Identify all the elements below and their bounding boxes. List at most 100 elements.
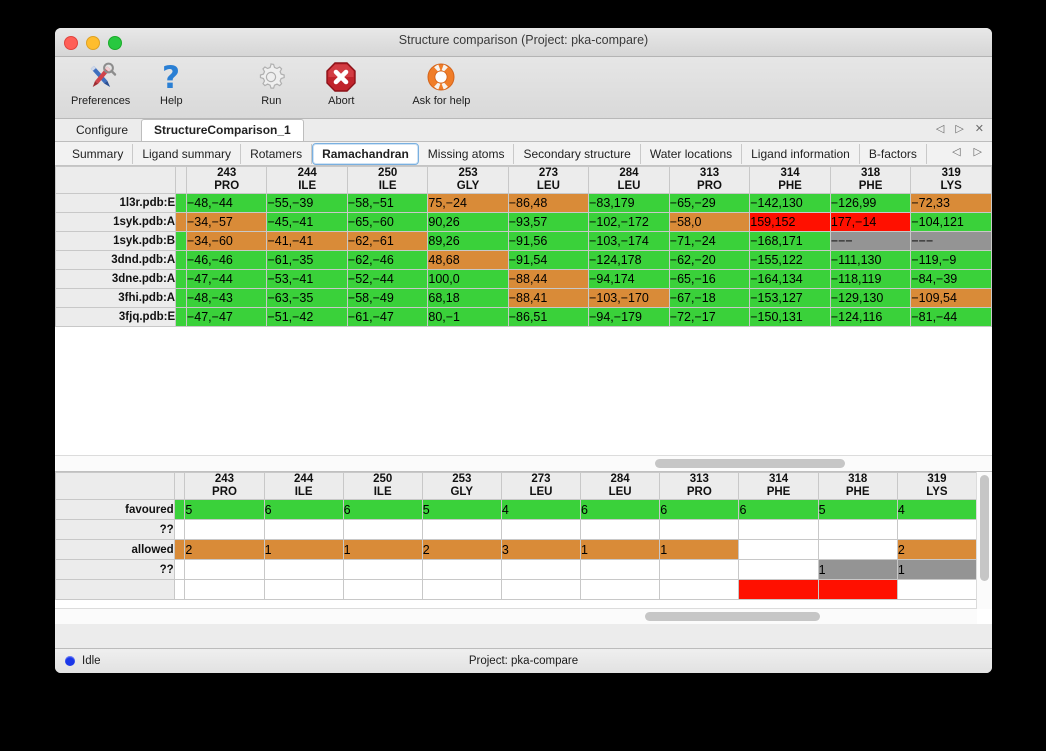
data-cell[interactable]: −61,−35	[266, 250, 348, 270]
data-cell[interactable]: −126,99	[829, 193, 912, 213]
data-cell[interactable]	[263, 519, 344, 540]
data-cell[interactable]: −47,−47	[185, 307, 268, 327]
column-header-318[interactable]: 318 PHE	[829, 166, 912, 194]
data-cell[interactable]	[184, 579, 265, 600]
data-cell[interactable]	[817, 539, 898, 560]
data-cell[interactable]	[659, 519, 740, 540]
data-cell[interactable]	[263, 579, 344, 600]
summary-table-row[interactable]: ??	[55, 519, 977, 540]
column-header-243[interactable]: 243 PRO	[185, 166, 268, 194]
data-cell[interactable]: 1	[659, 539, 740, 560]
data-cell[interactable]	[342, 559, 423, 580]
minimize-window-button[interactable]	[86, 36, 100, 50]
data-cell[interactable]	[421, 579, 502, 600]
data-cell[interactable]	[659, 559, 740, 580]
data-cell[interactable]: −119,−9	[910, 250, 992, 270]
data-cell[interactable]: −118,119	[829, 269, 912, 289]
data-cell[interactable]: 4	[500, 499, 582, 520]
data-cell[interactable]	[500, 559, 582, 580]
data-cell[interactable]: −55,−39	[266, 193, 348, 213]
column-header-284[interactable]: 284 LEU	[588, 166, 670, 194]
data-cell[interactable]: −71,−24	[668, 231, 751, 251]
summary-table-row[interactable]	[55, 579, 977, 600]
column-header-253[interactable]: 253 GLY	[421, 472, 502, 500]
data-cell[interactable]	[184, 519, 265, 540]
structure-hscrollbar[interactable]	[55, 455, 992, 471]
data-cell[interactable]: −124,116	[829, 307, 912, 327]
tab-configure[interactable]: Configure	[76, 123, 129, 137]
ask-for-help-button[interactable]: Ask for help	[406, 57, 476, 107]
data-cell[interactable]: 75,−24	[427, 193, 509, 213]
data-cell[interactable]: −−−	[910, 231, 992, 251]
data-cell[interactable]: 5	[184, 499, 265, 520]
abort-button[interactable]: Abort	[306, 57, 376, 107]
data-cell[interactable]: 100,0	[427, 269, 509, 289]
data-cell[interactable]	[738, 579, 819, 600]
data-cell[interactable]: 1	[817, 559, 898, 580]
data-cell[interactable]: −153,127	[749, 288, 831, 308]
data-cell[interactable]	[896, 519, 977, 540]
column-header-250[interactable]: 250 ILE	[346, 166, 429, 194]
data-cell[interactable]: −62,−20	[668, 250, 751, 270]
data-cell[interactable]: −93,57	[507, 212, 590, 232]
data-cell[interactable]: 3	[500, 539, 582, 560]
data-cell[interactable]: −86,48	[507, 193, 590, 213]
data-cell[interactable]: −62,−61	[346, 231, 429, 251]
data-cell[interactable]: −34,−57	[185, 212, 268, 232]
data-cell[interactable]	[421, 519, 502, 540]
data-cell[interactable]: −65,−60	[346, 212, 429, 232]
data-cell[interactable]: −83,179	[588, 193, 670, 213]
tab-water-locations[interactable]: Water locations	[641, 143, 743, 164]
data-cell[interactable]: −45,−41	[266, 212, 348, 232]
data-cell[interactable]: 6	[263, 499, 344, 520]
structure-table-row[interactable]: 3fjq.pdb:E −47,−47 −51,−42 −61,−47 80,−1 −86,…	[55, 307, 992, 327]
structure-table-viewport[interactable]: 243 PRO 244 ILE 250 ILE 253 GLY 273 LEU 284 LEU 313 P…	[55, 166, 992, 471]
tab-ramachandran[interactable]: Ramachandran	[312, 142, 419, 165]
column-header-250[interactable]: 250 ILE	[342, 472, 423, 500]
prev-inner-tab-arrow-icon[interactable]: ◁	[952, 146, 961, 158]
prev-tab-arrow-icon[interactable]: ◁	[935, 123, 945, 135]
column-header-273[interactable]: 273 LEU	[500, 472, 582, 500]
data-cell[interactable]: −124,178	[588, 250, 670, 270]
data-cell[interactable]	[659, 579, 740, 600]
preferences-button[interactable]: Preferences	[65, 57, 136, 107]
column-header-253[interactable]: 253 GLY	[427, 166, 509, 194]
data-cell[interactable]: −164,134	[749, 269, 831, 289]
close-tab-icon[interactable]: ✕	[974, 123, 984, 135]
data-cell[interactable]: −63,−35	[266, 288, 348, 308]
data-cell[interactable]: −48,−44	[185, 193, 268, 213]
close-window-button[interactable]	[64, 36, 78, 50]
data-cell[interactable]: 177,−14	[829, 212, 912, 232]
summary-vscroll-thumb[interactable]	[980, 475, 989, 581]
data-cell[interactable]: 6	[580, 499, 661, 520]
data-cell[interactable]	[184, 559, 265, 580]
data-cell[interactable]: 90,26	[427, 212, 509, 232]
data-cell[interactable]: 6	[659, 499, 740, 520]
run-button[interactable]: Run	[236, 57, 306, 107]
data-cell[interactable]: −91,54	[507, 250, 590, 270]
data-cell[interactable]: −51,−42	[266, 307, 348, 327]
data-cell[interactable]: 2	[184, 539, 265, 560]
tab-missing-atoms[interactable]: Missing atoms	[419, 143, 515, 164]
column-header-319[interactable]: 319 LYS	[896, 472, 977, 500]
structure-table-row[interactable]: 1syk.pdb:A −34,−57 −45,−41 −65,−60 90,26 −93,…	[55, 212, 992, 232]
data-cell[interactable]: 2	[421, 539, 502, 560]
structure-table-row[interactable]: 3fhi.pdb:A −48,−43 −63,−35 −58,−49 68,18 −88,…	[55, 288, 992, 308]
structure-hscroll-thumb[interactable]	[655, 459, 845, 468]
data-cell[interactable]: −62,−46	[346, 250, 429, 270]
data-cell[interactable]: 1	[342, 539, 423, 560]
data-cell[interactable]: 80,−1	[427, 307, 509, 327]
data-cell[interactable]	[500, 519, 582, 540]
data-cell[interactable]: −88,44	[507, 269, 590, 289]
data-cell[interactable]: −46,−46	[185, 250, 268, 270]
data-cell[interactable]: −129,130	[829, 288, 912, 308]
data-cell[interactable]: −109,54	[910, 288, 992, 308]
column-header-244[interactable]: 244 ILE	[263, 472, 344, 500]
data-cell[interactable]: −34,−60	[185, 231, 268, 251]
summary-hscroll-thumb[interactable]	[645, 612, 820, 621]
data-cell[interactable]: −53,−41	[266, 269, 348, 289]
tab-ligand-information[interactable]: Ligand information	[742, 143, 860, 164]
data-cell[interactable]: −91,56	[507, 231, 590, 251]
data-cell[interactable]: 2	[896, 539, 977, 560]
data-cell[interactable]: −72,−17	[668, 307, 751, 327]
